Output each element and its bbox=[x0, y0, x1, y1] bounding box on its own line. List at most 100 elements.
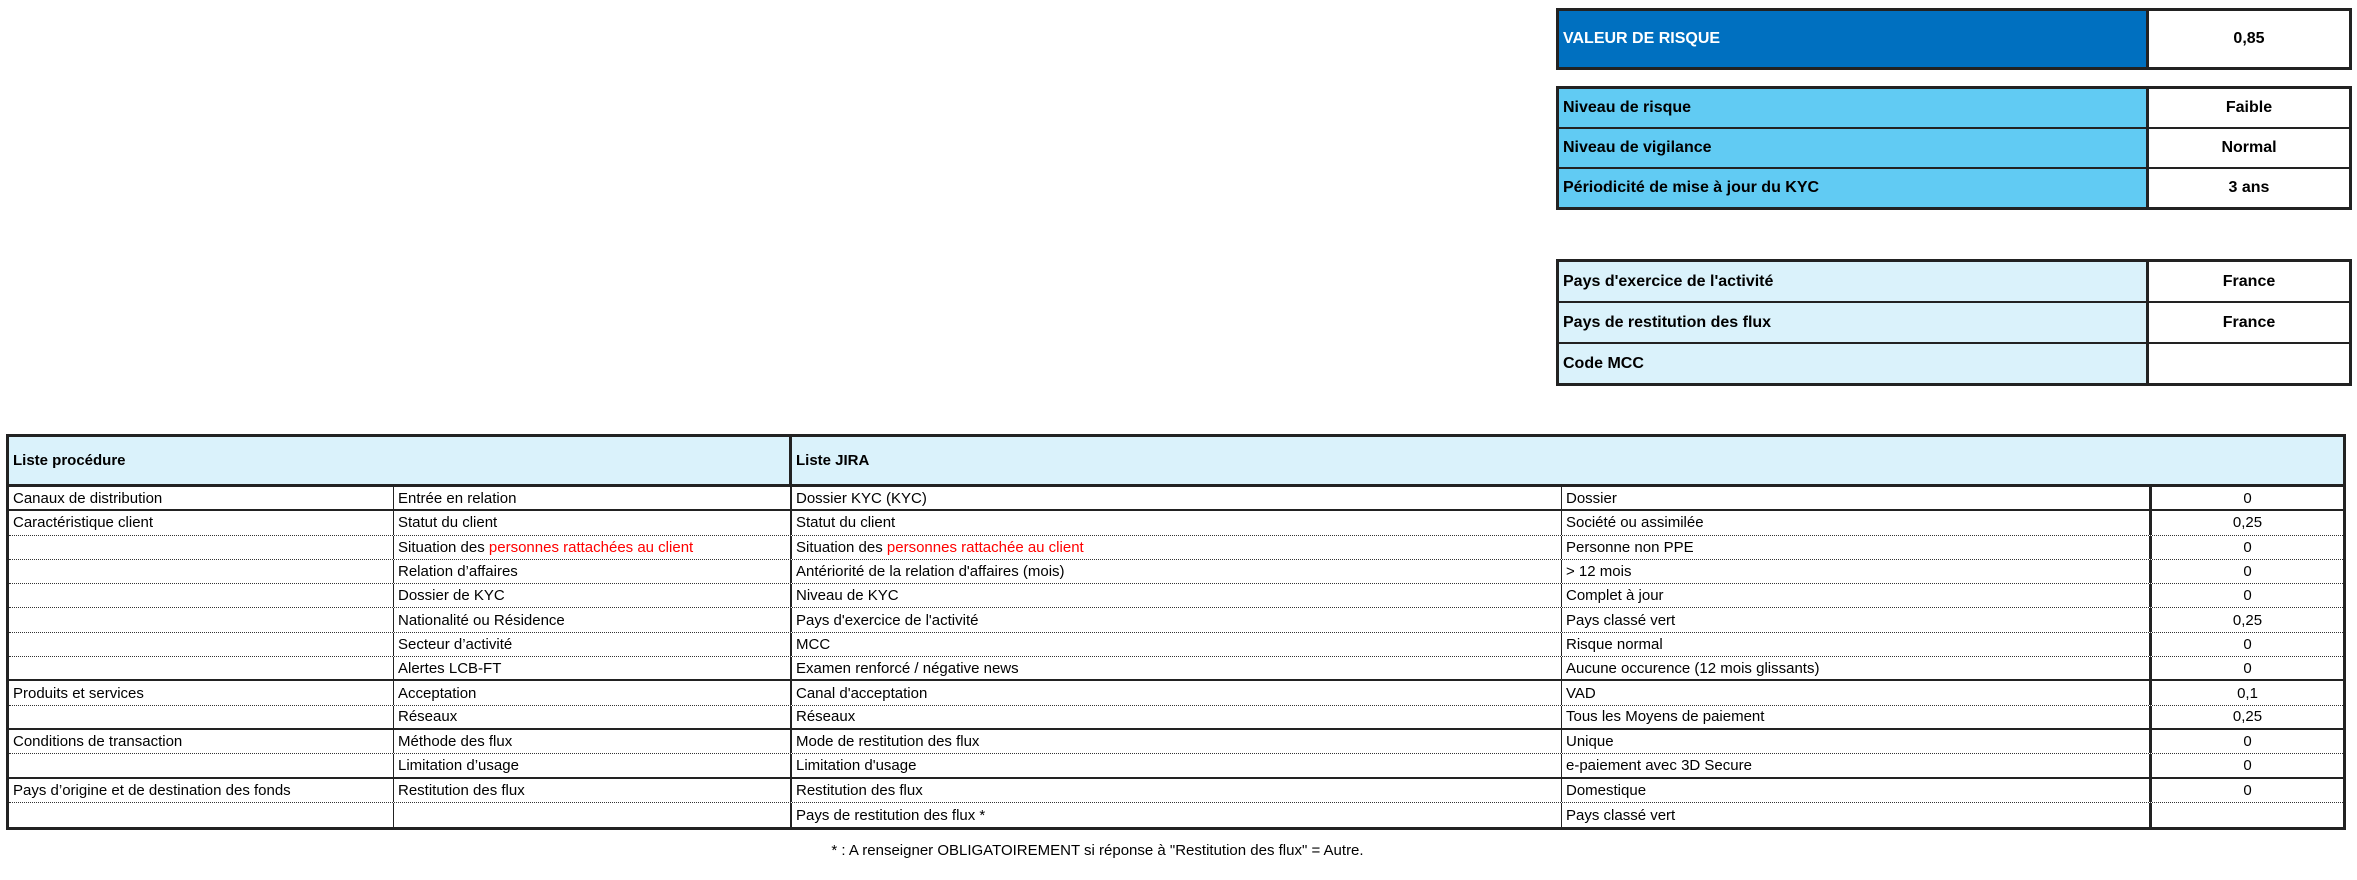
jira-criterion-cell: Restitution des flux bbox=[792, 778, 1562, 802]
procedure-criterion-cell: Nationalité ou Résidence bbox=[394, 608, 792, 632]
score-cell: 0 bbox=[2243, 489, 2252, 507]
procedure-criterion-cell: Alertes LCB-FT bbox=[394, 657, 792, 680]
answer-cell[interactable]: VAD bbox=[1562, 681, 2152, 705]
criterion-text: Méthode des flux bbox=[398, 733, 513, 751]
jira-criterion-cell: Situation des personnes rattachée au cli… bbox=[792, 535, 1562, 559]
criterion-text: Pays d'exercice de l'activité bbox=[796, 611, 979, 629]
activity-country-value[interactable]: France bbox=[2149, 262, 2349, 301]
criterion-text: Pays de restitution des flux * bbox=[796, 806, 986, 824]
criterion-text: Limitation d'usage bbox=[796, 756, 917, 774]
criterion-text: Entrée en relation bbox=[398, 489, 517, 507]
procedure-criterion-cell: Limitation d’usage bbox=[394, 754, 792, 777]
vigilance-level-label: Niveau de vigilance bbox=[1559, 129, 2149, 167]
procedure-criterion-cell: Situation des personnes rattachées au cl… bbox=[394, 535, 792, 559]
jira-criterion-cell: Niveau de KYC bbox=[792, 584, 1562, 608]
jira-criterion-cell: Canal d'acceptation bbox=[792, 681, 1562, 705]
category-cell bbox=[9, 559, 394, 584]
risk-level-row: Niveau de risque Faible bbox=[1559, 89, 2349, 129]
mcc-code-value[interactable] bbox=[2149, 344, 2349, 383]
flow-country-value[interactable]: France bbox=[2149, 303, 2349, 342]
category-cell bbox=[9, 705, 394, 728]
jira-criterion-cell: Pays d'exercice de l'activité bbox=[792, 608, 1562, 632]
jira-criterion-cell: MCC bbox=[792, 632, 1562, 657]
criterion-text: Réseaux bbox=[398, 708, 458, 726]
jira-criterion-cell: Réseaux bbox=[792, 705, 1562, 728]
procedure-criterion-cell: Entrée en relation bbox=[394, 487, 792, 510]
procedure-criterion-cell: Relation d’affaires bbox=[394, 559, 792, 584]
jira-criterion-cell: Antériorité de la relation d'affaires (m… bbox=[792, 559, 1562, 584]
highlighted-text: personnes rattachée au client bbox=[886, 538, 1084, 556]
criterion-text: Situation des bbox=[398, 538, 489, 556]
table-row: Conditions de transaction Méthode des flu… bbox=[9, 729, 2343, 755]
answer-cell[interactable]: Unique bbox=[1562, 729, 2152, 754]
answer-cell[interactable]: Complet à jour bbox=[1562, 584, 2152, 608]
risk-level-value: Faible bbox=[2149, 89, 2349, 127]
table-row: Dossier de KYC Niveau de KYC Complet à jou… bbox=[9, 584, 2343, 609]
criterion-text: Restitution des flux bbox=[796, 781, 923, 799]
category-cell bbox=[9, 632, 394, 657]
risk-value-label: VALEUR DE RISQUE bbox=[1559, 11, 2149, 67]
mcc-code-row: Code MCC bbox=[1559, 344, 2349, 383]
criterion-text: Relation d’affaires bbox=[398, 563, 518, 581]
table-body: Canaux de distribution Entrée en relation… bbox=[9, 487, 2343, 828]
answer-cell[interactable]: Tous les Moyens de paiement bbox=[1562, 705, 2152, 728]
answer-cell[interactable]: Aucune occurence (12 mois glissants) bbox=[1562, 657, 2152, 680]
table-row: Alertes LCB-FT Examen renforcé / négative… bbox=[9, 657, 2343, 682]
criterion-text: Statut du client bbox=[796, 514, 896, 532]
criterion-text: Nationalité ou Résidence bbox=[398, 611, 565, 629]
answer-cell[interactable]: Pays classé vert bbox=[1562, 608, 2152, 632]
procedure-criterion-cell: Réseaux bbox=[394, 705, 792, 728]
category-cell: Produits et services bbox=[9, 681, 394, 705]
criterion-text: MCC bbox=[796, 635, 831, 653]
vigilance-level-row: Niveau de vigilance Normal bbox=[1559, 129, 2349, 169]
answer-cell[interactable]: e-paiement avec 3D Secure bbox=[1562, 754, 2152, 777]
mcc-code-label: Code MCC bbox=[1559, 344, 2149, 383]
category-cell bbox=[9, 584, 394, 608]
jira-criterion-cell: Statut du client bbox=[792, 511, 1562, 535]
score-cell: 0 bbox=[2243, 756, 2252, 774]
score-cell: 0 bbox=[2243, 781, 2252, 799]
risk-value-panel: VALEUR DE RISQUE 0,85 bbox=[1556, 8, 2352, 70]
jira-criterion-cell: Dossier KYC (KYC) bbox=[792, 487, 1562, 510]
criterion-text: Mode de restitution des flux bbox=[796, 733, 980, 751]
criterion-text: Examen renforcé / négative news bbox=[796, 659, 1019, 677]
jira-criterion-cell: Examen renforcé / négative news bbox=[792, 657, 1562, 680]
category-cell: Pays d’origine et de destination des fon… bbox=[9, 778, 394, 802]
flow-country-label: Pays de restitution des flux bbox=[1559, 303, 2149, 342]
answer-cell[interactable]: Personne non PPE bbox=[1562, 535, 2152, 559]
footnote: * : A renseigner OBLIGATOIREMENT si répo… bbox=[831, 842, 1364, 859]
category-cell: Conditions de transaction bbox=[9, 729, 394, 754]
procedure-criterion-cell: Statut du client bbox=[394, 511, 792, 535]
answer-cell[interactable]: > 12 mois bbox=[1562, 559, 2152, 584]
table-row: Produits et services Acceptation Canal d'a… bbox=[9, 681, 2343, 706]
criterion-text: Statut du client bbox=[398, 514, 498, 532]
score-cell: 0 bbox=[2243, 587, 2252, 605]
criterion-text: Niveau de KYC bbox=[796, 587, 899, 605]
vigilance-level-value: Normal bbox=[2149, 129, 2349, 167]
procedure-criterion-cell: Acceptation bbox=[394, 681, 792, 705]
flow-country-row: Pays de restitution des flux France bbox=[1559, 303, 2349, 344]
criterion-text: Dossier de KYC bbox=[398, 587, 505, 605]
category-cell bbox=[9, 802, 394, 828]
criterion-text: Situation des bbox=[796, 538, 887, 556]
risk-levels-panel: Niveau de risque Faible Niveau de vigila… bbox=[1556, 86, 2352, 210]
criterion-text: Réseaux bbox=[796, 708, 856, 726]
table-row: Secteur d’activité MCC Risque normal 0 bbox=[9, 632, 2343, 658]
category-cell bbox=[9, 657, 394, 680]
jira-criterion-cell: Pays de restitution des flux * bbox=[792, 802, 1562, 828]
answer-cell[interactable]: Société ou assimilée bbox=[1562, 511, 2152, 535]
kyc-periodicity-label: Périodicité de mise à jour du KYC bbox=[1559, 169, 2149, 207]
table-row: Nationalité ou Résidence Pays d'exercice … bbox=[9, 608, 2343, 633]
score-cell bbox=[2152, 803, 2343, 827]
answer-cell[interactable]: Risque normal bbox=[1562, 632, 2152, 657]
category-cell: Caractéristique client bbox=[9, 511, 394, 535]
answer-cell[interactable]: Domestique bbox=[1562, 778, 2152, 802]
procedure-criterion-cell bbox=[394, 802, 792, 828]
table-header: Liste procédure Liste JIRA bbox=[9, 437, 2343, 487]
criterion-text: Dossier KYC (KYC) bbox=[796, 489, 927, 507]
answer-cell[interactable]: Pays classé vert bbox=[1562, 802, 2152, 828]
answer-cell[interactable]: Dossier bbox=[1562, 487, 2152, 510]
score-cell: 0 bbox=[2243, 563, 2252, 581]
activity-country-row: Pays d'exercice de l'activité France bbox=[1559, 262, 2349, 303]
table-row: Situation des personnes rattachées au cl… bbox=[9, 535, 2343, 560]
